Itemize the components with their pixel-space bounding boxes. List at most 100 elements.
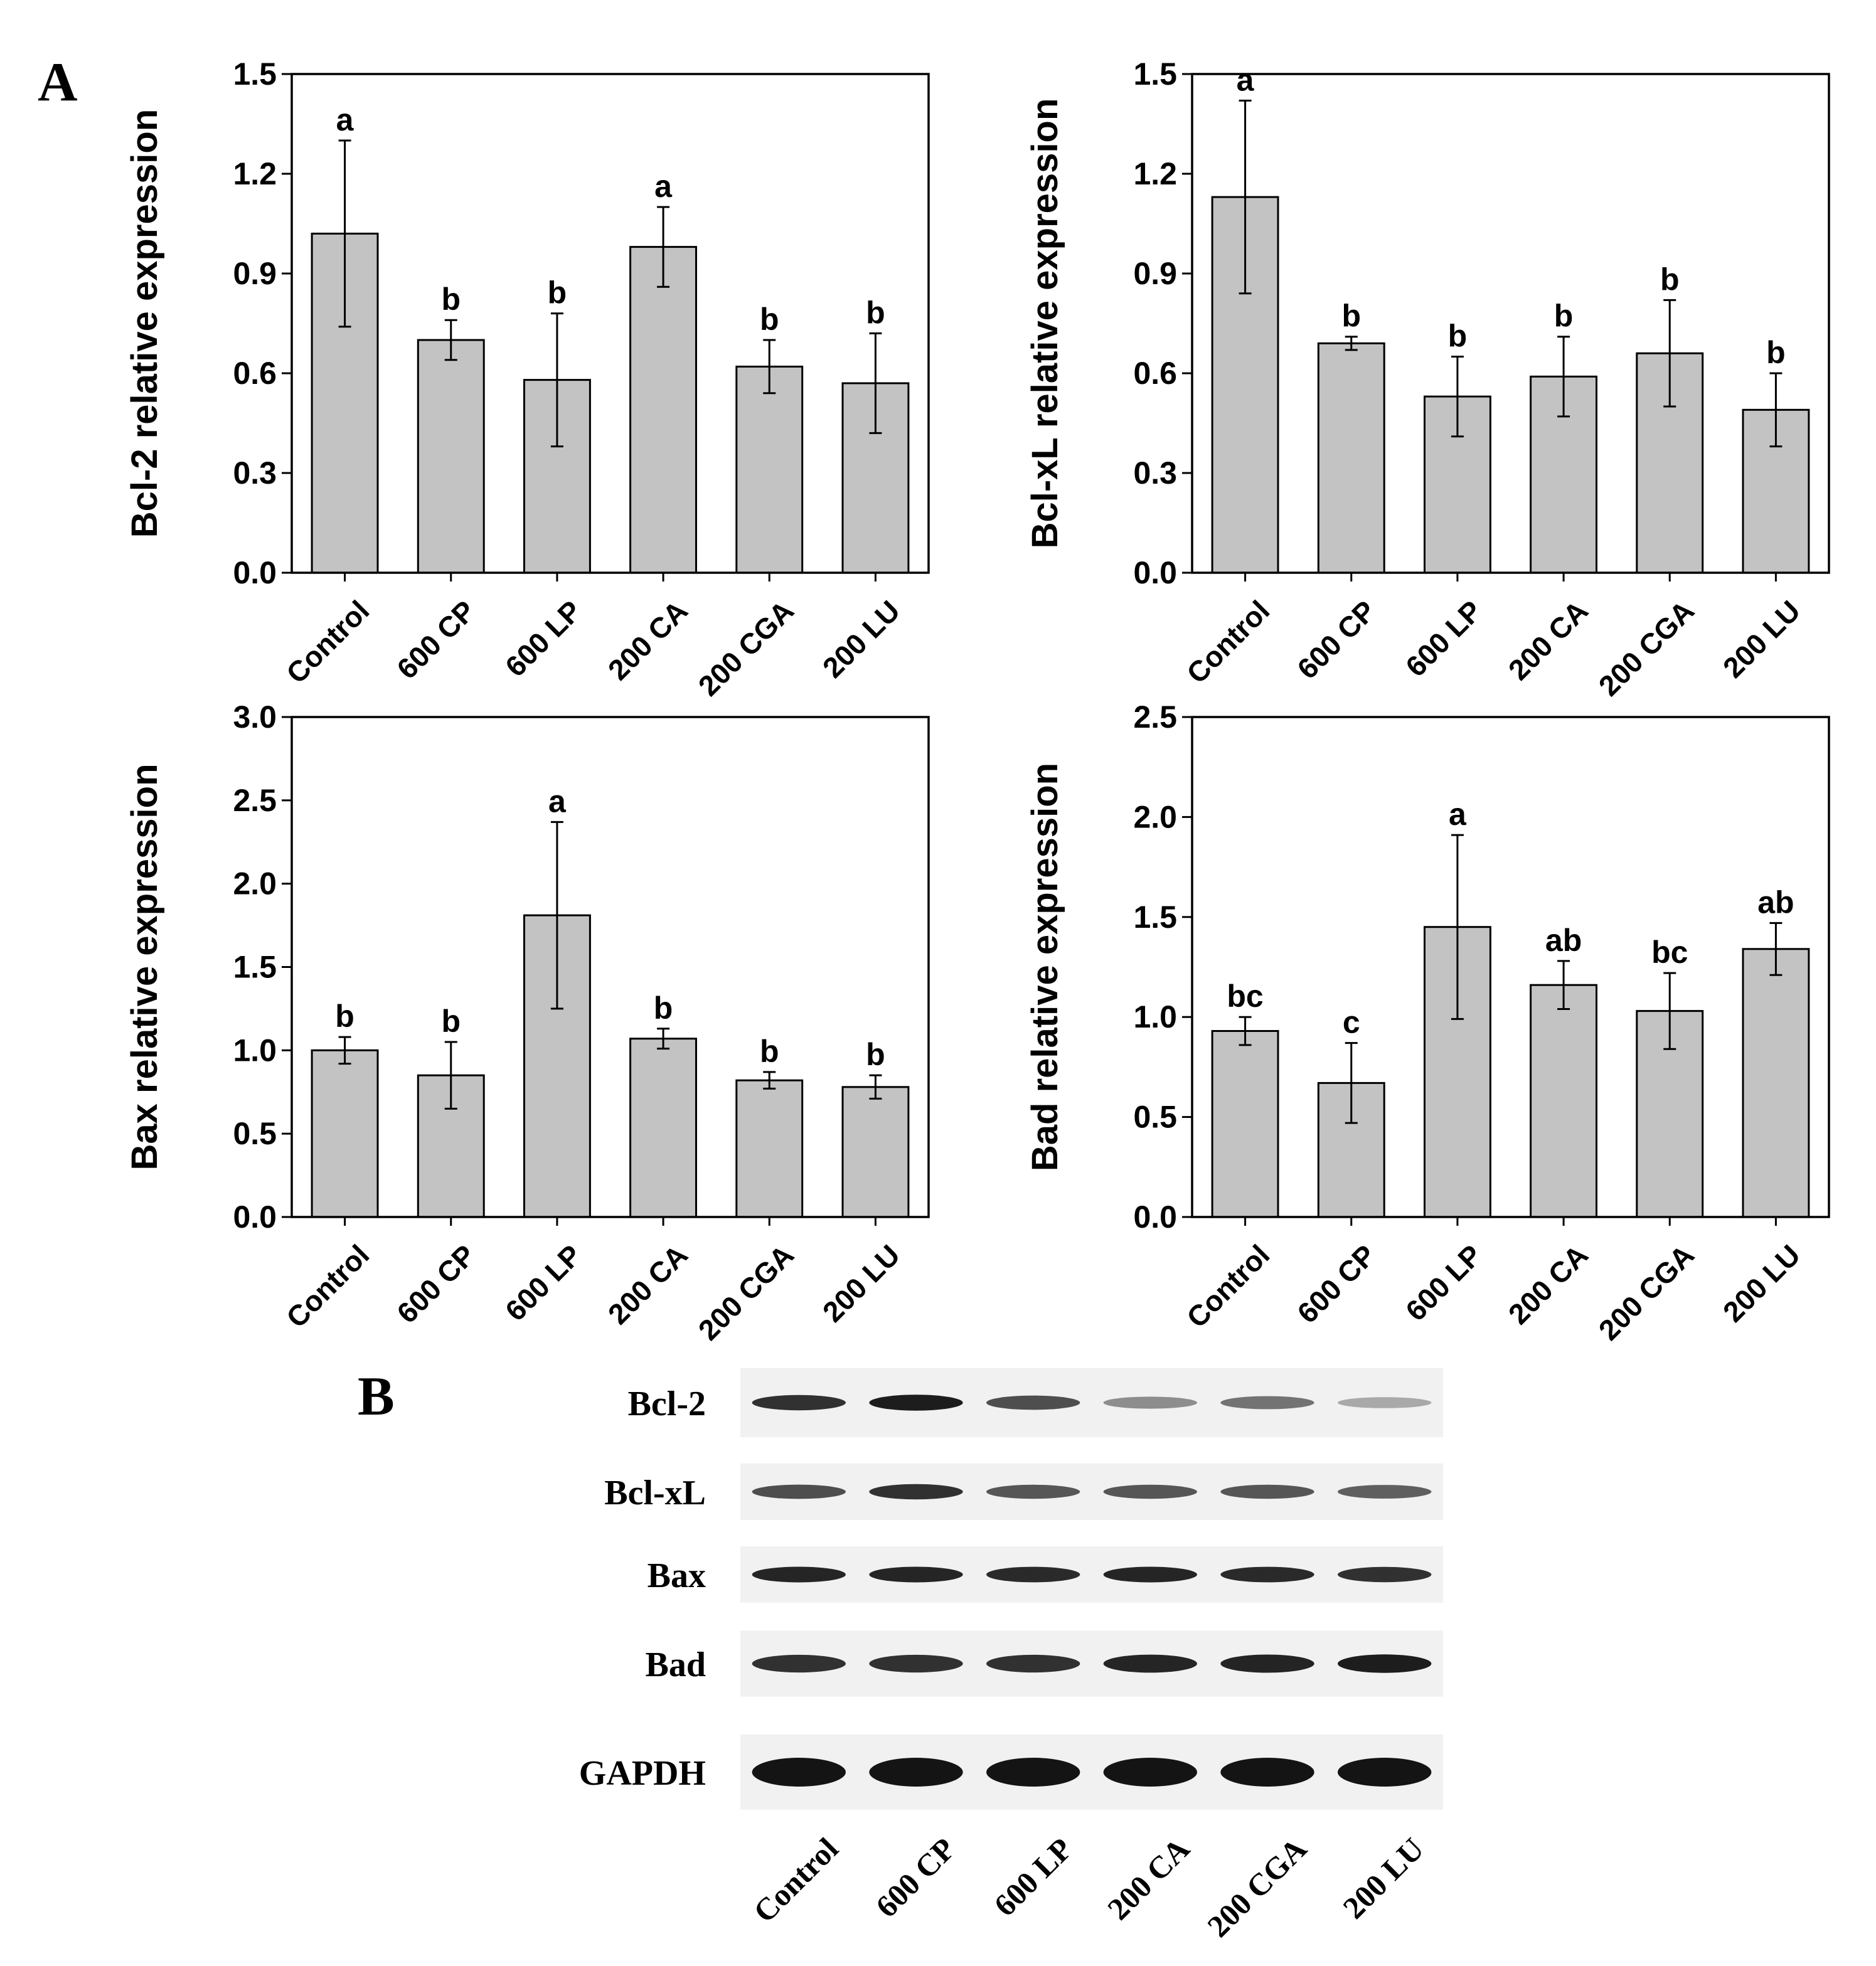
- significance-label-4: b: [760, 302, 779, 337]
- category-label-3: 200 CA: [602, 1238, 694, 1331]
- significance-label-5: b: [866, 295, 885, 330]
- band-3-0: [752, 1654, 846, 1673]
- band-1-5: [1338, 1485, 1432, 1499]
- category-label-0: Control: [280, 594, 375, 689]
- plot-frame: [290, 716, 930, 1218]
- y-tick-label-3: 1.5: [233, 950, 277, 985]
- y-tick-label-3: 1.5: [1133, 900, 1177, 935]
- blot-strip-3: [740, 1630, 1443, 1697]
- band-0-1: [869, 1395, 963, 1411]
- plot-frame: [290, 73, 930, 574]
- category-label-3: 200 CA: [602, 594, 694, 686]
- y-tick-label-2: 0.6: [1133, 356, 1177, 391]
- significance-label-1: c: [1343, 1005, 1360, 1040]
- bar-3: [629, 246, 697, 574]
- chart-bax: b Control b 600 CP a 600 LP b 200 CA b 200 CGA b 20…: [124, 699, 930, 1346]
- category-label-4: 200 CGA: [1592, 1238, 1700, 1346]
- band-2-4: [1220, 1566, 1314, 1583]
- band-3-4: [1220, 1654, 1314, 1673]
- y-tick-label-5: 2.5: [1133, 699, 1177, 735]
- band-1-2: [986, 1484, 1080, 1499]
- significance-label-2: a: [548, 784, 567, 819]
- blot-label-4: GAPDH: [579, 1754, 706, 1793]
- blot-lane-label-2: 600 LP: [987, 1831, 1079, 1923]
- category-label-2: 600 LP: [499, 1238, 588, 1327]
- y-tick-label-2: 0.6: [233, 356, 277, 391]
- bar-3: [1530, 984, 1598, 1218]
- band-4-5: [1338, 1758, 1432, 1787]
- bar-5: [841, 1086, 910, 1218]
- y-tick-label-2: 1.0: [1133, 999, 1177, 1034]
- chart-bad: bc Control c 600 CP a 600 LP ab 200 CA bc 200 CGA…: [1025, 699, 1830, 1346]
- bar-0: [311, 1049, 379, 1218]
- category-label-1: 600 CP: [1291, 1238, 1382, 1329]
- bar-1: [417, 339, 485, 574]
- plot-frame: [1191, 73, 1830, 574]
- significance-label-2: b: [548, 275, 567, 311]
- category-label-4: 200 CGA: [1592, 594, 1700, 702]
- significance-label-1: b: [441, 282, 461, 317]
- y-tick-label-4: 1.2: [1133, 156, 1177, 191]
- panel-label-b: B: [358, 1366, 395, 1427]
- category-label-0: Control: [1180, 594, 1276, 689]
- category-label-5: 200 LU: [1717, 594, 1806, 684]
- band-1-4: [1220, 1484, 1314, 1499]
- category-label-2: 600 LP: [1399, 1238, 1488, 1327]
- significance-label-0: b: [335, 999, 354, 1034]
- blot-lane-label-1: 600 CP: [869, 1831, 962, 1925]
- band-2-5: [1338, 1566, 1432, 1583]
- blot-lane-label-4: 200 CGA: [1200, 1831, 1313, 1944]
- bar-3: [629, 1038, 697, 1218]
- band-2-3: [1103, 1566, 1198, 1583]
- band-3-3: [1103, 1654, 1198, 1673]
- band-0-5: [1338, 1397, 1432, 1408]
- y-axis-title: Bcl-2 relative expression: [124, 109, 165, 538]
- y-axis-title: Bcl-xL relative expression: [1025, 98, 1065, 549]
- y-tick-label-4: 2.0: [233, 866, 277, 901]
- category-label-4: 200 CGA: [692, 594, 800, 702]
- blot-strip-0: [740, 1368, 1443, 1437]
- y-tick-label-3: 0.9: [1133, 256, 1177, 291]
- y-axis-title: Bax relative expression: [124, 763, 165, 1170]
- category-label-2: 600 LP: [499, 594, 588, 683]
- blot-label-1: Bcl-xL: [604, 1474, 706, 1512]
- blot-lane-label-5: 200 LU: [1336, 1831, 1431, 1926]
- category-label-3: 200 CA: [1502, 1238, 1594, 1331]
- band-4-2: [986, 1758, 1080, 1787]
- y-tick-label-1: 0.3: [1133, 455, 1177, 491]
- blot-strip-4: [740, 1735, 1443, 1810]
- significance-label-5: ab: [1757, 885, 1794, 920]
- significance-label-3: b: [1554, 299, 1574, 334]
- band-1-1: [869, 1484, 963, 1500]
- y-tick-label-5: 1.5: [1133, 56, 1177, 92]
- significance-label-4: bc: [1651, 935, 1688, 970]
- band-4-4: [1220, 1758, 1314, 1787]
- western-blot: Bcl-2 Bcl-xL Bax Bad GAPDH Control 600 CP 600 L…: [579, 1368, 1443, 1944]
- band-3-5: [1338, 1654, 1432, 1673]
- band-0-4: [1220, 1396, 1314, 1410]
- category-label-2: 600 LP: [1399, 594, 1488, 683]
- significance-label-3: a: [654, 169, 673, 204]
- band-1-0: [752, 1484, 846, 1499]
- category-label-0: Control: [280, 1238, 375, 1334]
- y-tick-label-2: 1.0: [233, 1033, 277, 1068]
- category-label-4: 200 CGA: [692, 1238, 800, 1346]
- band-4-3: [1103, 1758, 1198, 1787]
- category-label-1: 600 CP: [390, 594, 481, 685]
- category-label-5: 200 LU: [1717, 1238, 1806, 1328]
- significance-label-0: bc: [1227, 979, 1263, 1014]
- significance-label-3: ab: [1545, 923, 1582, 958]
- significance-label-0: a: [336, 102, 354, 137]
- chart-bcl2: a Control b 600 CP b 600 LP a 200 CA b 200 CGA b 20…: [124, 56, 930, 702]
- y-tick-label-0: 0.0: [233, 1199, 277, 1235]
- y-tick-label-4: 2.0: [1133, 799, 1177, 834]
- blot-label-3: Bad: [646, 1645, 706, 1684]
- band-1-3: [1103, 1484, 1198, 1499]
- y-tick-label-1: 0.3: [233, 455, 277, 491]
- bar-4: [735, 1079, 804, 1218]
- chart-bclxl: a Control b 600 CP b 600 LP b 200 CA b 200 CGA b 20…: [1025, 56, 1830, 702]
- significance-label-2: b: [1448, 319, 1468, 354]
- band-2-1: [869, 1566, 963, 1583]
- blot-strip-1: [740, 1464, 1443, 1520]
